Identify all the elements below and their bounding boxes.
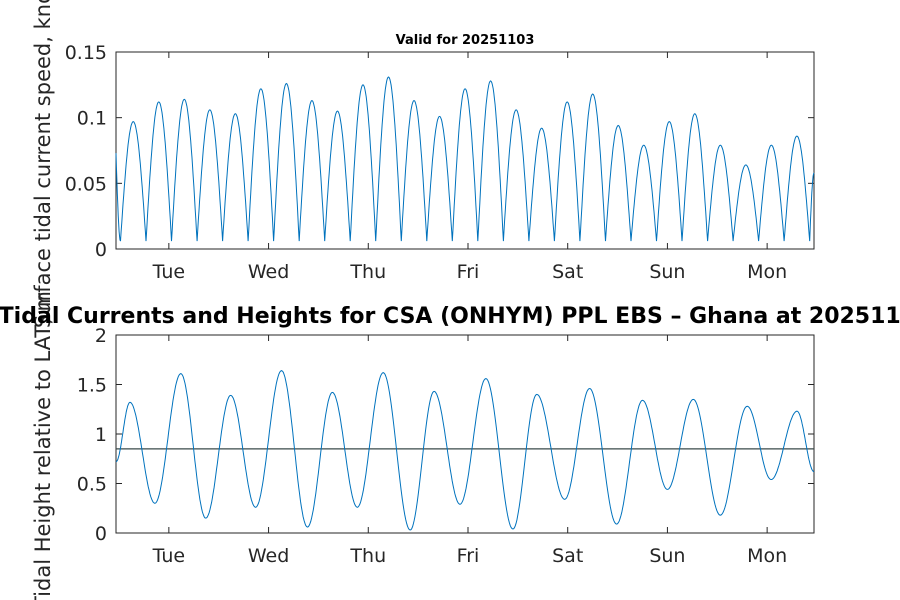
tidal-height-x-tick-label: Sun — [649, 545, 685, 567]
tidal-height-x-tick-label: Tue — [152, 545, 185, 567]
tidal-height-x-tick-label: Fri — [457, 545, 480, 567]
tidal-height-plot-area — [115, 334, 815, 534]
current-speed-x-ticks: Tue Wed Thu Fri Sat Sun Mon — [152, 52, 787, 283]
current-speed-y-ticks: 0 0.05 0.1 0.15 — [65, 42, 814, 261]
tidal-height-y-tick-label: 0 — [95, 523, 107, 545]
tidal-height-x-tick-label: Mon — [747, 545, 787, 567]
current-speed-series-line — [115, 76, 815, 242]
tidal-height-x-ticks: Tue Wed Thu Fri Sat Sun Mon — [152, 335, 787, 567]
current-speed-title: Valid for 20251103 — [396, 33, 535, 48]
current-speed-y-tick-label: 0 — [95, 239, 107, 261]
figure-title: Tidal Currents and Heights for CSA (ONHY… — [0, 304, 900, 329]
current-speed-plot-area — [115, 51, 815, 250]
tidal-height-axes: 0 0.5 1 1.5 2 Tue Wed Thu Fri Sat Sun Mon Tidal He… — [31, 291, 815, 600]
tidal-height-y-tick-label: 1 — [95, 424, 107, 446]
tidal-height-x-tick-label: Sat — [552, 545, 583, 567]
tidal-height-x-tick-label: Thu — [349, 545, 386, 567]
tidal-height-y-axis-label: Tidal Height relative to LAT, m — [31, 291, 55, 600]
current-speed-y-tick-label: 0.15 — [65, 42, 107, 64]
current-speed-y-tick-label: 0.1 — [77, 108, 107, 130]
current-speed-x-tick-label: Sat — [552, 261, 583, 283]
tidal-height-y-tick-label: 2 — [95, 325, 107, 347]
tidal-height-x-tick-label: Wed — [248, 545, 289, 567]
current-speed-x-tick-label: Tue — [152, 261, 185, 283]
current-speed-y-tick-label: 0.05 — [65, 173, 107, 195]
current-speed-x-tick-label: Thu — [349, 261, 386, 283]
tidal-height-y-ticks: 0 0.5 1 1.5 2 — [77, 325, 814, 545]
tidal-height-series-line — [115, 370, 815, 531]
current-speed-x-tick-label: Mon — [747, 261, 787, 283]
current-speed-axes: Valid for 20251103 0 0.05 0.1 0.15 Tue Wed Th… — [31, 0, 815, 328]
tidal-height-y-tick-label: 1.5 — [77, 375, 107, 397]
current-speed-x-tick-label: Fri — [457, 261, 480, 283]
current-speed-x-tick-label: Sun — [649, 261, 685, 283]
current-speed-x-tick-label: Wed — [248, 261, 289, 283]
tidal-height-y-tick-label: 0.5 — [77, 474, 107, 496]
current-speed-y-axis-label: Surface tidal current speed, knots — [31, 0, 55, 328]
